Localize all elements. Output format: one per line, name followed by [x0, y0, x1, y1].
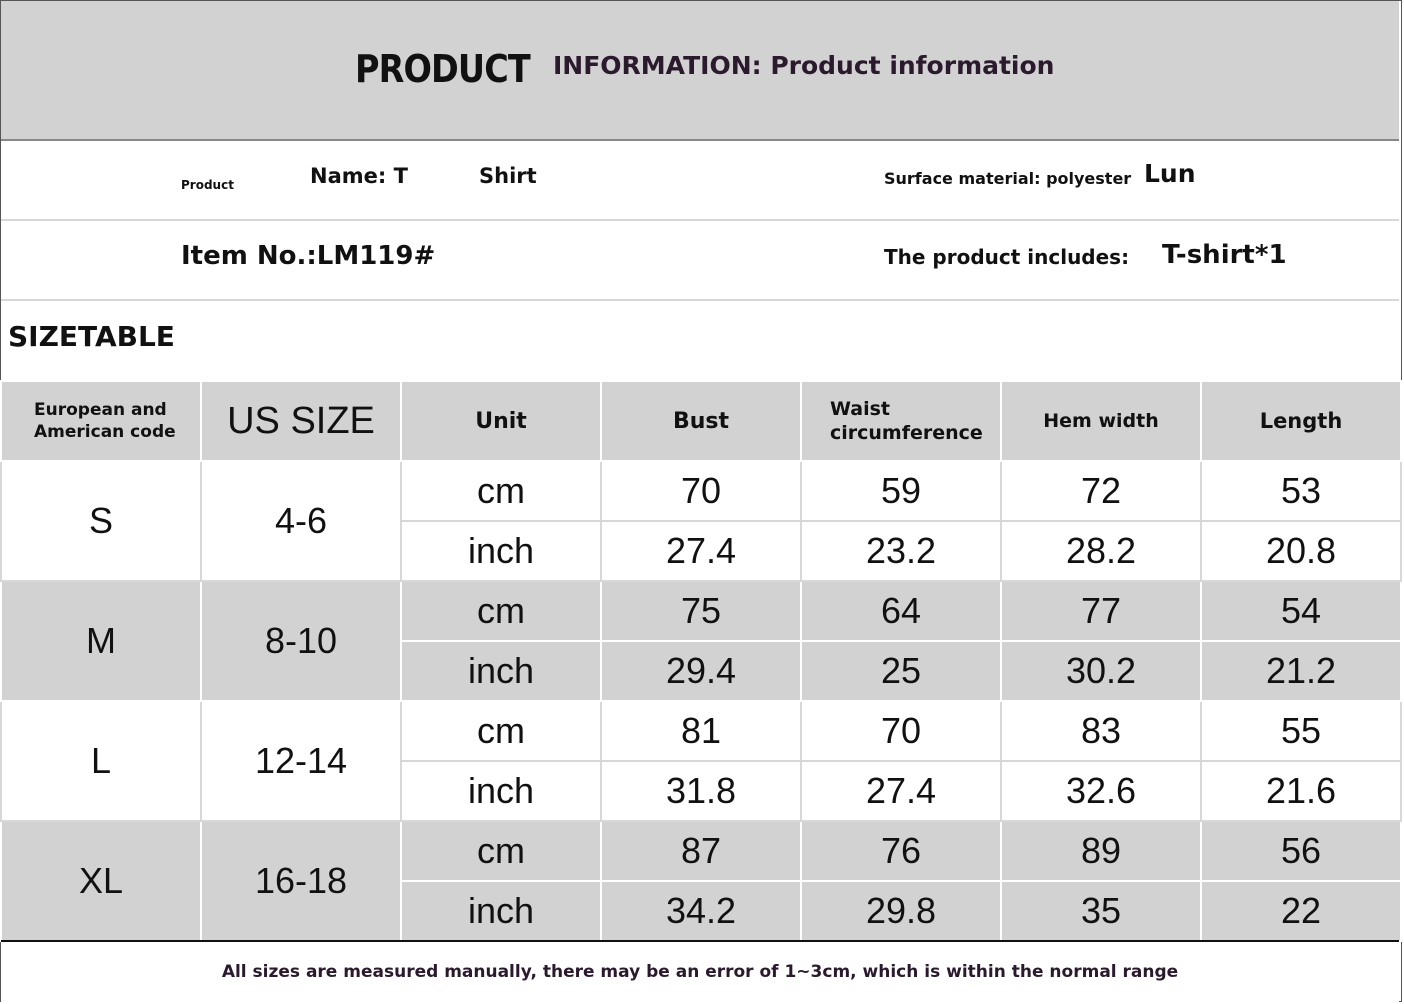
header-length: Length: [1200, 380, 1402, 462]
unit-cell: cm: [400, 700, 602, 762]
unit-cell: inch: [400, 760, 602, 822]
header-eu-line2: American code: [34, 422, 176, 442]
unit-cell: cm: [400, 460, 602, 522]
name-label: Name: T: [310, 164, 408, 188]
waist-cell: 29.8: [800, 880, 1002, 942]
name-value: Shirt: [479, 164, 537, 188]
info-row-item-includes: Item No.:LM119# The product includes: T-…: [1, 221, 1399, 301]
header-us-size: US SIZE: [200, 380, 402, 462]
size-code: L: [0, 700, 202, 822]
header-waist-line1: Waist: [830, 398, 891, 420]
length-cell: 22: [1200, 880, 1402, 942]
includes-label: The product includes:: [884, 245, 1130, 269]
header-unit: Unit: [400, 380, 602, 462]
table-row: XL 16-18 cm 87 76 89 56: [0, 820, 1402, 942]
table-row: inch 34.2 29.8 35 22: [1, 880, 1402, 942]
bust-cell: 29.4: [600, 640, 802, 702]
product-label: Product: [181, 178, 234, 192]
unit-cell: cm: [400, 580, 602, 642]
waist-cell: 64: [800, 580, 1002, 642]
header-waist-line2: circumference: [830, 422, 983, 444]
size-code: S: [0, 460, 202, 582]
hem-cell: 30.2: [1000, 640, 1202, 702]
table-header-row: European and American code US SIZE Unit B…: [0, 380, 1402, 462]
includes-value: T-shirt*1: [1162, 240, 1287, 270]
length-cell: 21.6: [1200, 760, 1402, 822]
sizetable-title: SIZETABLE: [8, 320, 175, 353]
unit-cell: inch: [400, 640, 602, 702]
material-value: Lun: [1144, 159, 1196, 188]
material-label: Surface material: polyester: [884, 169, 1132, 188]
us-size: 8-10: [200, 580, 402, 702]
table-row: L 12-14 cm 81 70 83 55: [0, 700, 1402, 822]
length-cell: 21.2: [1200, 640, 1402, 702]
size-code: M: [0, 580, 202, 702]
hem-cell: 35: [1000, 880, 1202, 942]
info-row-name-material: Product Name: T Shirt Surface material: …: [1, 141, 1399, 221]
bust-cell: 87: [600, 820, 802, 882]
table-row: M 8-10 cm 75 64 77 54: [0, 580, 1402, 702]
unit-cell: inch: [400, 880, 602, 942]
hem-cell: 72: [1000, 460, 1202, 522]
table-row: inch 29.4 25 30.2 21.2: [1, 640, 1402, 702]
measurement-note: All sizes are measured manually, there m…: [1, 940, 1399, 1002]
size-table: European and American code US SIZE Unit B…: [0, 380, 1402, 942]
unit-cell: inch: [400, 520, 602, 582]
length-cell: 20.8: [1200, 520, 1402, 582]
bust-cell: 70: [600, 460, 802, 522]
length-cell: 55: [1200, 700, 1402, 762]
bust-cell: 34.2: [600, 880, 802, 942]
table-row: inch 31.8 27.4 32.6 21.6: [1, 760, 1402, 822]
bust-cell: 31.8: [600, 760, 802, 822]
bust-cell: 81: [600, 700, 802, 762]
table-row: S 4-6 cm 70 59 72 53: [0, 460, 1402, 582]
length-cell: 56: [1200, 820, 1402, 882]
item-number: Item No.:LM119#: [181, 241, 436, 271]
header-eu-code: European and American code: [0, 380, 202, 462]
table-row: inch 27.4 23.2 28.2 20.8: [1, 520, 1402, 582]
size-code: XL: [0, 820, 202, 942]
header-hem-width: Hem width: [1000, 380, 1202, 462]
waist-cell: 27.4: [800, 760, 1002, 822]
header-eu-line1: European and: [34, 400, 167, 420]
header-information-title: INFORMATION: Product information: [553, 51, 1055, 80]
waist-cell: 70: [800, 700, 1002, 762]
waist-cell: 23.2: [800, 520, 1002, 582]
bust-cell: 75: [600, 580, 802, 642]
header-product-word: PRODUCT: [355, 47, 531, 91]
unit-cell: cm: [400, 820, 602, 882]
bust-cell: 27.4: [600, 520, 802, 582]
waist-cell: 76: [800, 820, 1002, 882]
measurement-note-text: All sizes are measured manually, there m…: [221, 962, 1179, 982]
hem-cell: 77: [1000, 580, 1202, 642]
hem-cell: 28.2: [1000, 520, 1202, 582]
us-size: 16-18: [200, 820, 402, 942]
length-cell: 53: [1200, 460, 1402, 522]
header-waist: Waist circumference: [800, 380, 1002, 462]
us-size: 4-6: [200, 460, 402, 582]
waist-cell: 59: [800, 460, 1002, 522]
header-bust: Bust: [600, 380, 802, 462]
product-information-header: PRODUCT INFORMATION: Product information: [1, 1, 1399, 141]
waist-cell: 25: [800, 640, 1002, 702]
length-cell: 54: [1200, 580, 1402, 642]
us-size: 12-14: [200, 700, 402, 822]
hem-cell: 83: [1000, 700, 1202, 762]
hem-cell: 32.6: [1000, 760, 1202, 822]
hem-cell: 89: [1000, 820, 1202, 882]
